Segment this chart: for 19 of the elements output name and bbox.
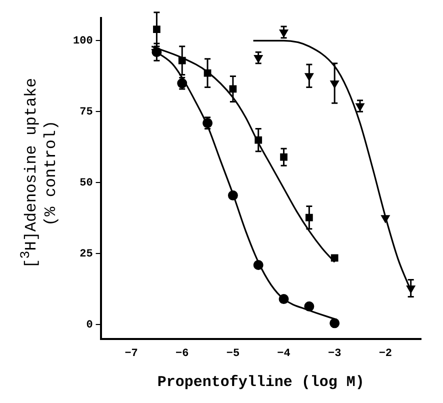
y-tick-label: 0 [86, 319, 93, 332]
point [381, 215, 390, 223]
y-tick-label: 75 [80, 106, 94, 118]
y-tick-label: 25 [80, 248, 94, 260]
y-tick-label: 50 [80, 177, 93, 190]
point [253, 260, 264, 270]
x-tick-label: −7 [124, 348, 138, 360]
point [330, 254, 338, 262]
x-tick-label: −3 [328, 348, 342, 360]
x-tick-label: −4 [277, 348, 291, 360]
x-tick-label: −2 [378, 348, 392, 360]
x-tick-label: −5 [226, 348, 240, 360]
point [278, 294, 289, 304]
point [228, 190, 238, 200]
x-tick-label: −6 [176, 348, 189, 360]
point [304, 301, 314, 312]
x-axis-title: Propentofylline (log M) [157, 374, 364, 391]
y-tick-label: 100 [72, 35, 93, 48]
point [330, 318, 340, 328]
